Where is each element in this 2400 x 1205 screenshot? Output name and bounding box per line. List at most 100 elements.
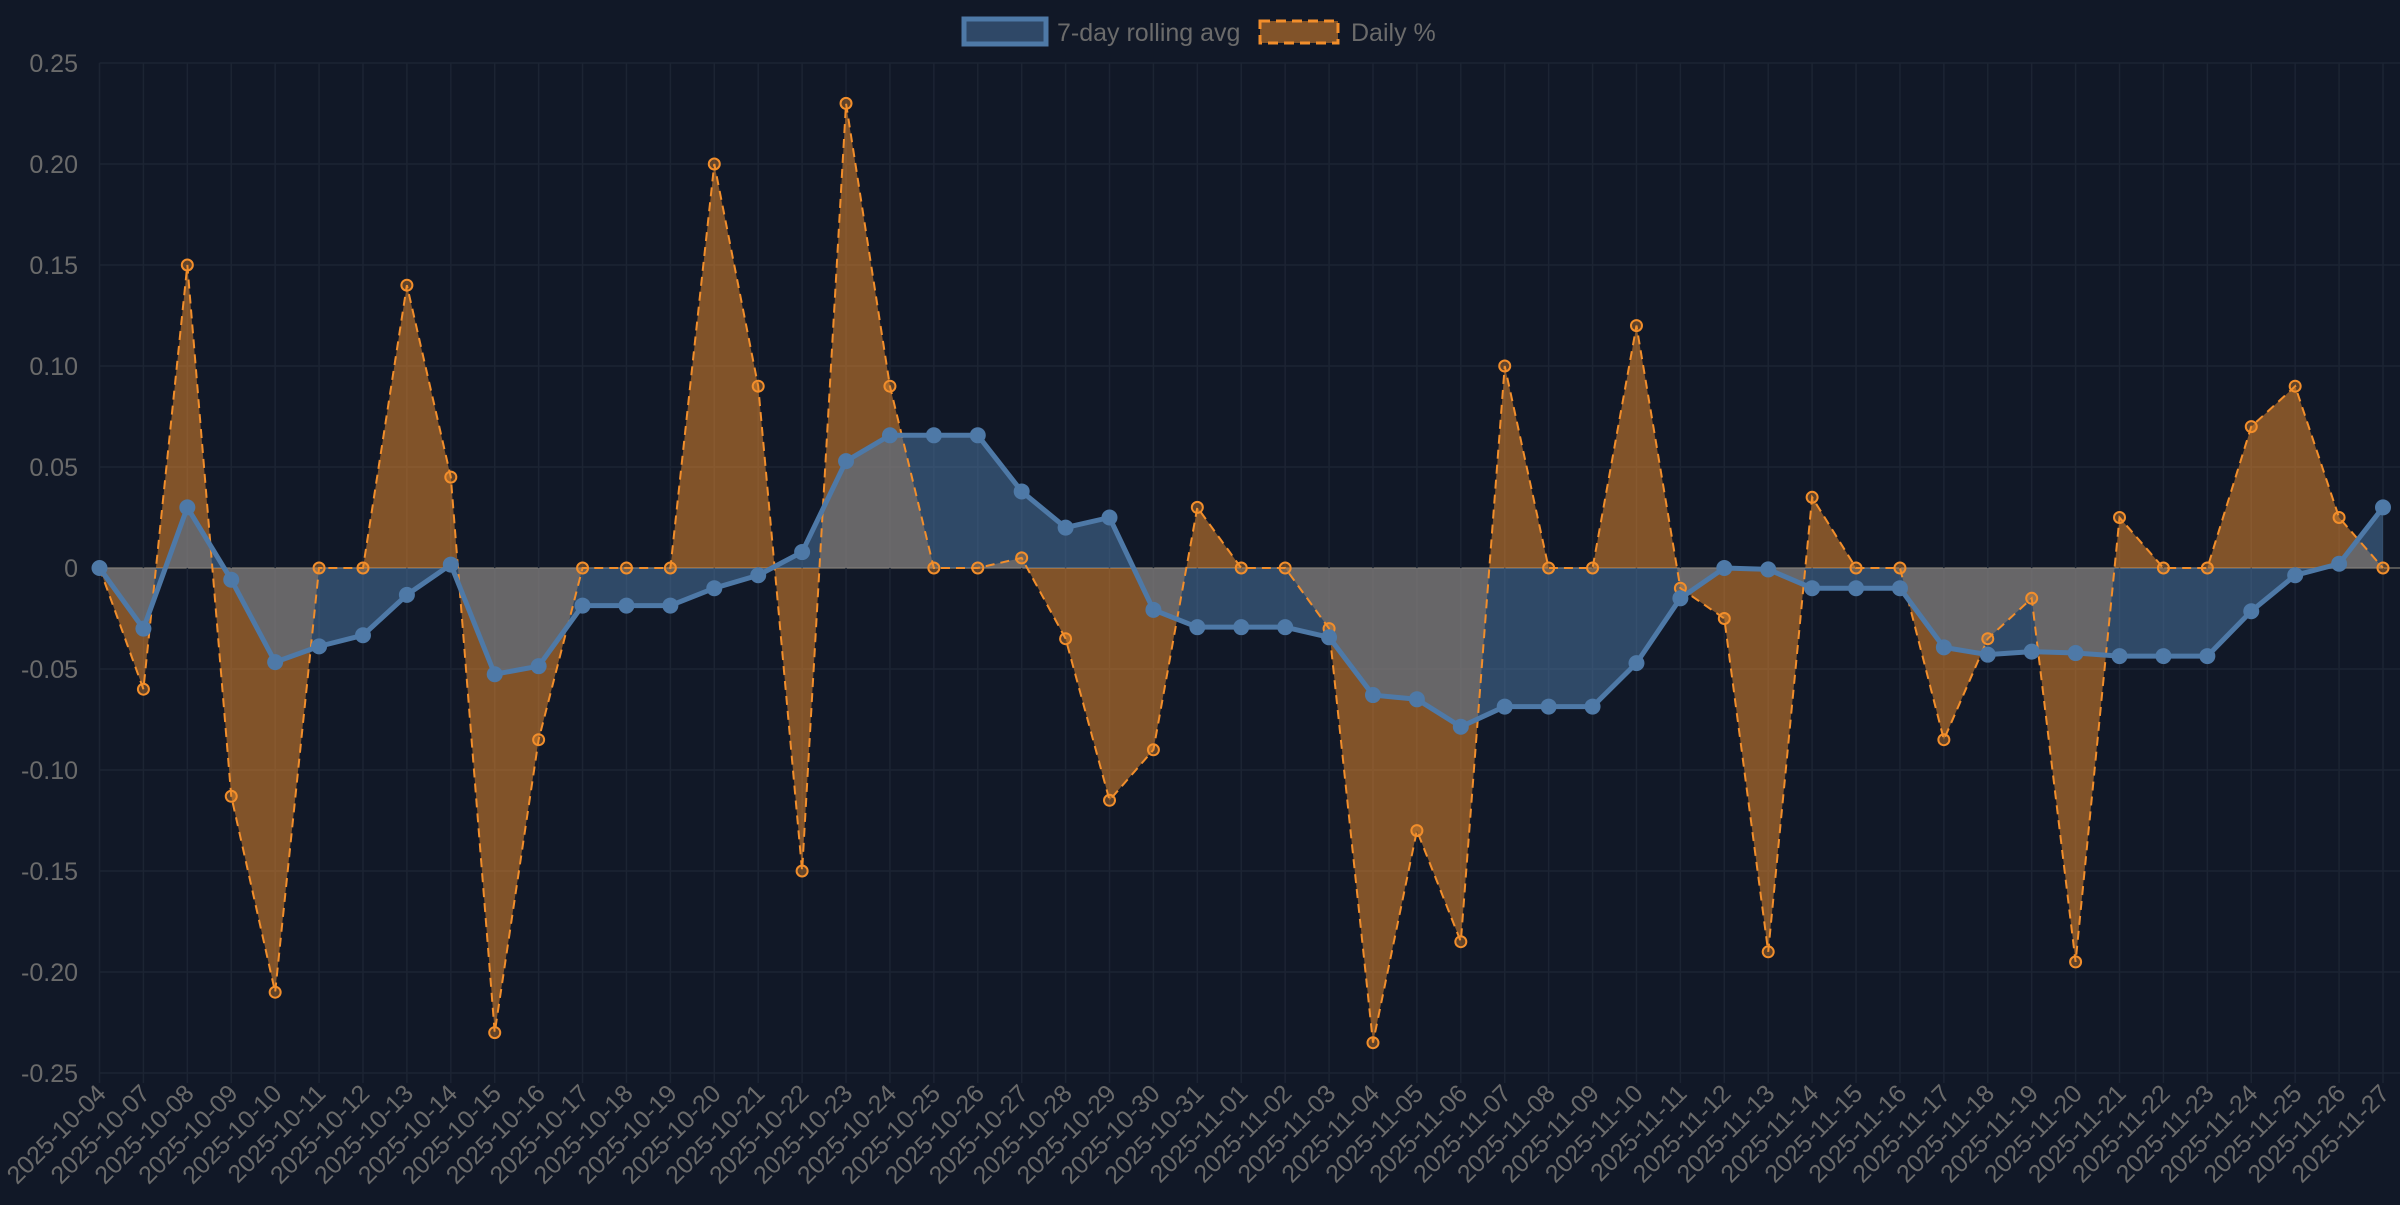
y-tick-label: -0.10 <box>21 757 78 785</box>
rolling-avg-point <box>1760 561 1776 577</box>
rolling-avg-point <box>794 544 810 560</box>
daily-point <box>928 563 939 574</box>
rolling-avg-point <box>1892 580 1908 596</box>
rolling-avg-point <box>443 557 459 573</box>
rolling-avg-point <box>2068 645 2084 661</box>
daily-point <box>357 563 368 574</box>
daily-point <box>709 159 720 170</box>
rolling-avg-point <box>2112 648 2128 664</box>
daily-point <box>1236 563 1247 574</box>
rolling-avg-point <box>311 638 327 654</box>
rolling-avg-point <box>2375 499 2391 515</box>
daily-point <box>1499 361 1510 372</box>
x-axis: 2025-10-042025-10-072025-10-082025-10-09… <box>2 1079 2396 1189</box>
rolling-avg-point <box>1936 639 1952 655</box>
legend-label-daily: Daily % <box>1351 19 1436 47</box>
rolling-avg-point <box>1014 483 1030 499</box>
daily-point <box>1192 502 1203 513</box>
y-tick-label: 0.25 <box>29 50 78 78</box>
rolling-avg-point <box>1058 520 1074 536</box>
rolling-avg-point <box>575 598 591 614</box>
daily-point <box>1060 633 1071 644</box>
y-tick-label: 0.10 <box>29 353 78 381</box>
daily-point <box>2026 593 2037 604</box>
daily-point <box>1148 744 1159 755</box>
rolling-avg-point <box>531 658 547 674</box>
daily-point <box>1587 563 1598 574</box>
daily-point <box>1894 563 1905 574</box>
rolling-avg-point <box>1980 647 1996 663</box>
daily-point <box>1411 825 1422 836</box>
daily-point <box>1807 492 1818 503</box>
rolling-avg-point <box>1145 602 1161 618</box>
rolling-avg-point <box>1628 655 1644 671</box>
rolling-avg-point <box>1848 580 1864 596</box>
y-tick-label: 0 <box>64 555 78 583</box>
daily-point <box>1938 734 1949 745</box>
daily-point <box>401 280 412 291</box>
rolling-avg-point <box>2243 603 2259 619</box>
rolling-avg-point <box>267 654 283 670</box>
rolling-avg-point <box>2024 644 2040 660</box>
rolling-avg-point <box>92 560 108 576</box>
rolling-avg-point <box>1409 691 1425 707</box>
daily-point <box>2334 512 2345 523</box>
daily-point <box>1851 563 1862 574</box>
daily-point <box>445 472 456 483</box>
daily-point <box>797 866 808 877</box>
rolling-avg-point <box>882 427 898 443</box>
daily-point <box>2158 563 2169 574</box>
rolling-avg-point <box>926 427 942 443</box>
rolling-avg-point <box>223 572 239 588</box>
daily-point <box>884 381 895 392</box>
rolling-avg-point <box>2331 556 2347 572</box>
rolling-avg-point <box>970 427 986 443</box>
daily-point <box>2246 421 2257 432</box>
rolling-avg-point <box>1804 580 1820 596</box>
daily-point <box>270 987 281 998</box>
daily-point <box>972 563 983 574</box>
daily-point <box>489 1027 500 1038</box>
rolling-avg-point <box>399 587 415 603</box>
rolling-avg-point <box>1453 719 1469 735</box>
rolling-avg-point <box>706 580 722 596</box>
daily-point <box>1719 613 1730 624</box>
rolling-avg-point <box>662 598 678 614</box>
daily-point <box>1280 563 1291 574</box>
legend-item-daily[interactable]: Daily % <box>1260 19 1436 47</box>
daily-point <box>1982 633 1993 644</box>
rolling-avg-point <box>2199 648 2215 664</box>
y-tick-label: -0.15 <box>21 858 78 886</box>
rolling-avg-point <box>1365 687 1381 703</box>
rolling-avg-point <box>618 598 634 614</box>
daily-point <box>2378 563 2389 574</box>
rolling-avg-point <box>1716 560 1732 576</box>
legend-label-rolling-avg: 7-day rolling avg <box>1057 19 1240 47</box>
rolling-avg-point <box>1585 699 1601 715</box>
rolling-avg-point <box>2155 648 2171 664</box>
daily-point <box>1455 936 1466 947</box>
daily-point <box>2290 381 2301 392</box>
legend: 7-day rolling avg Daily % <box>964 19 1436 47</box>
rolling-avg-point <box>1233 619 1249 635</box>
rolling-avg-point <box>1497 699 1513 715</box>
daily-point <box>753 381 764 392</box>
rolling-avg-point <box>2287 567 2303 583</box>
rolling-avg-point <box>487 666 503 682</box>
daily-point <box>621 563 632 574</box>
y-tick-label: 0.20 <box>29 151 78 179</box>
daily-point <box>533 734 544 745</box>
daily-point <box>182 260 193 271</box>
legend-item-rolling-avg[interactable]: 7-day rolling avg <box>964 19 1240 47</box>
legend-swatch-rolling-avg <box>964 19 1046 44</box>
daily-point <box>1631 320 1642 331</box>
daily-point <box>138 684 149 695</box>
rolling-avg-point <box>1277 619 1293 635</box>
daily-point <box>841 98 852 109</box>
y-tick-label: -0.05 <box>21 656 78 684</box>
legend-swatch-daily <box>1260 21 1338 43</box>
rolling-avg-point <box>1102 510 1118 526</box>
rolling-avg-point <box>135 621 151 637</box>
daily-point <box>1016 552 1027 563</box>
